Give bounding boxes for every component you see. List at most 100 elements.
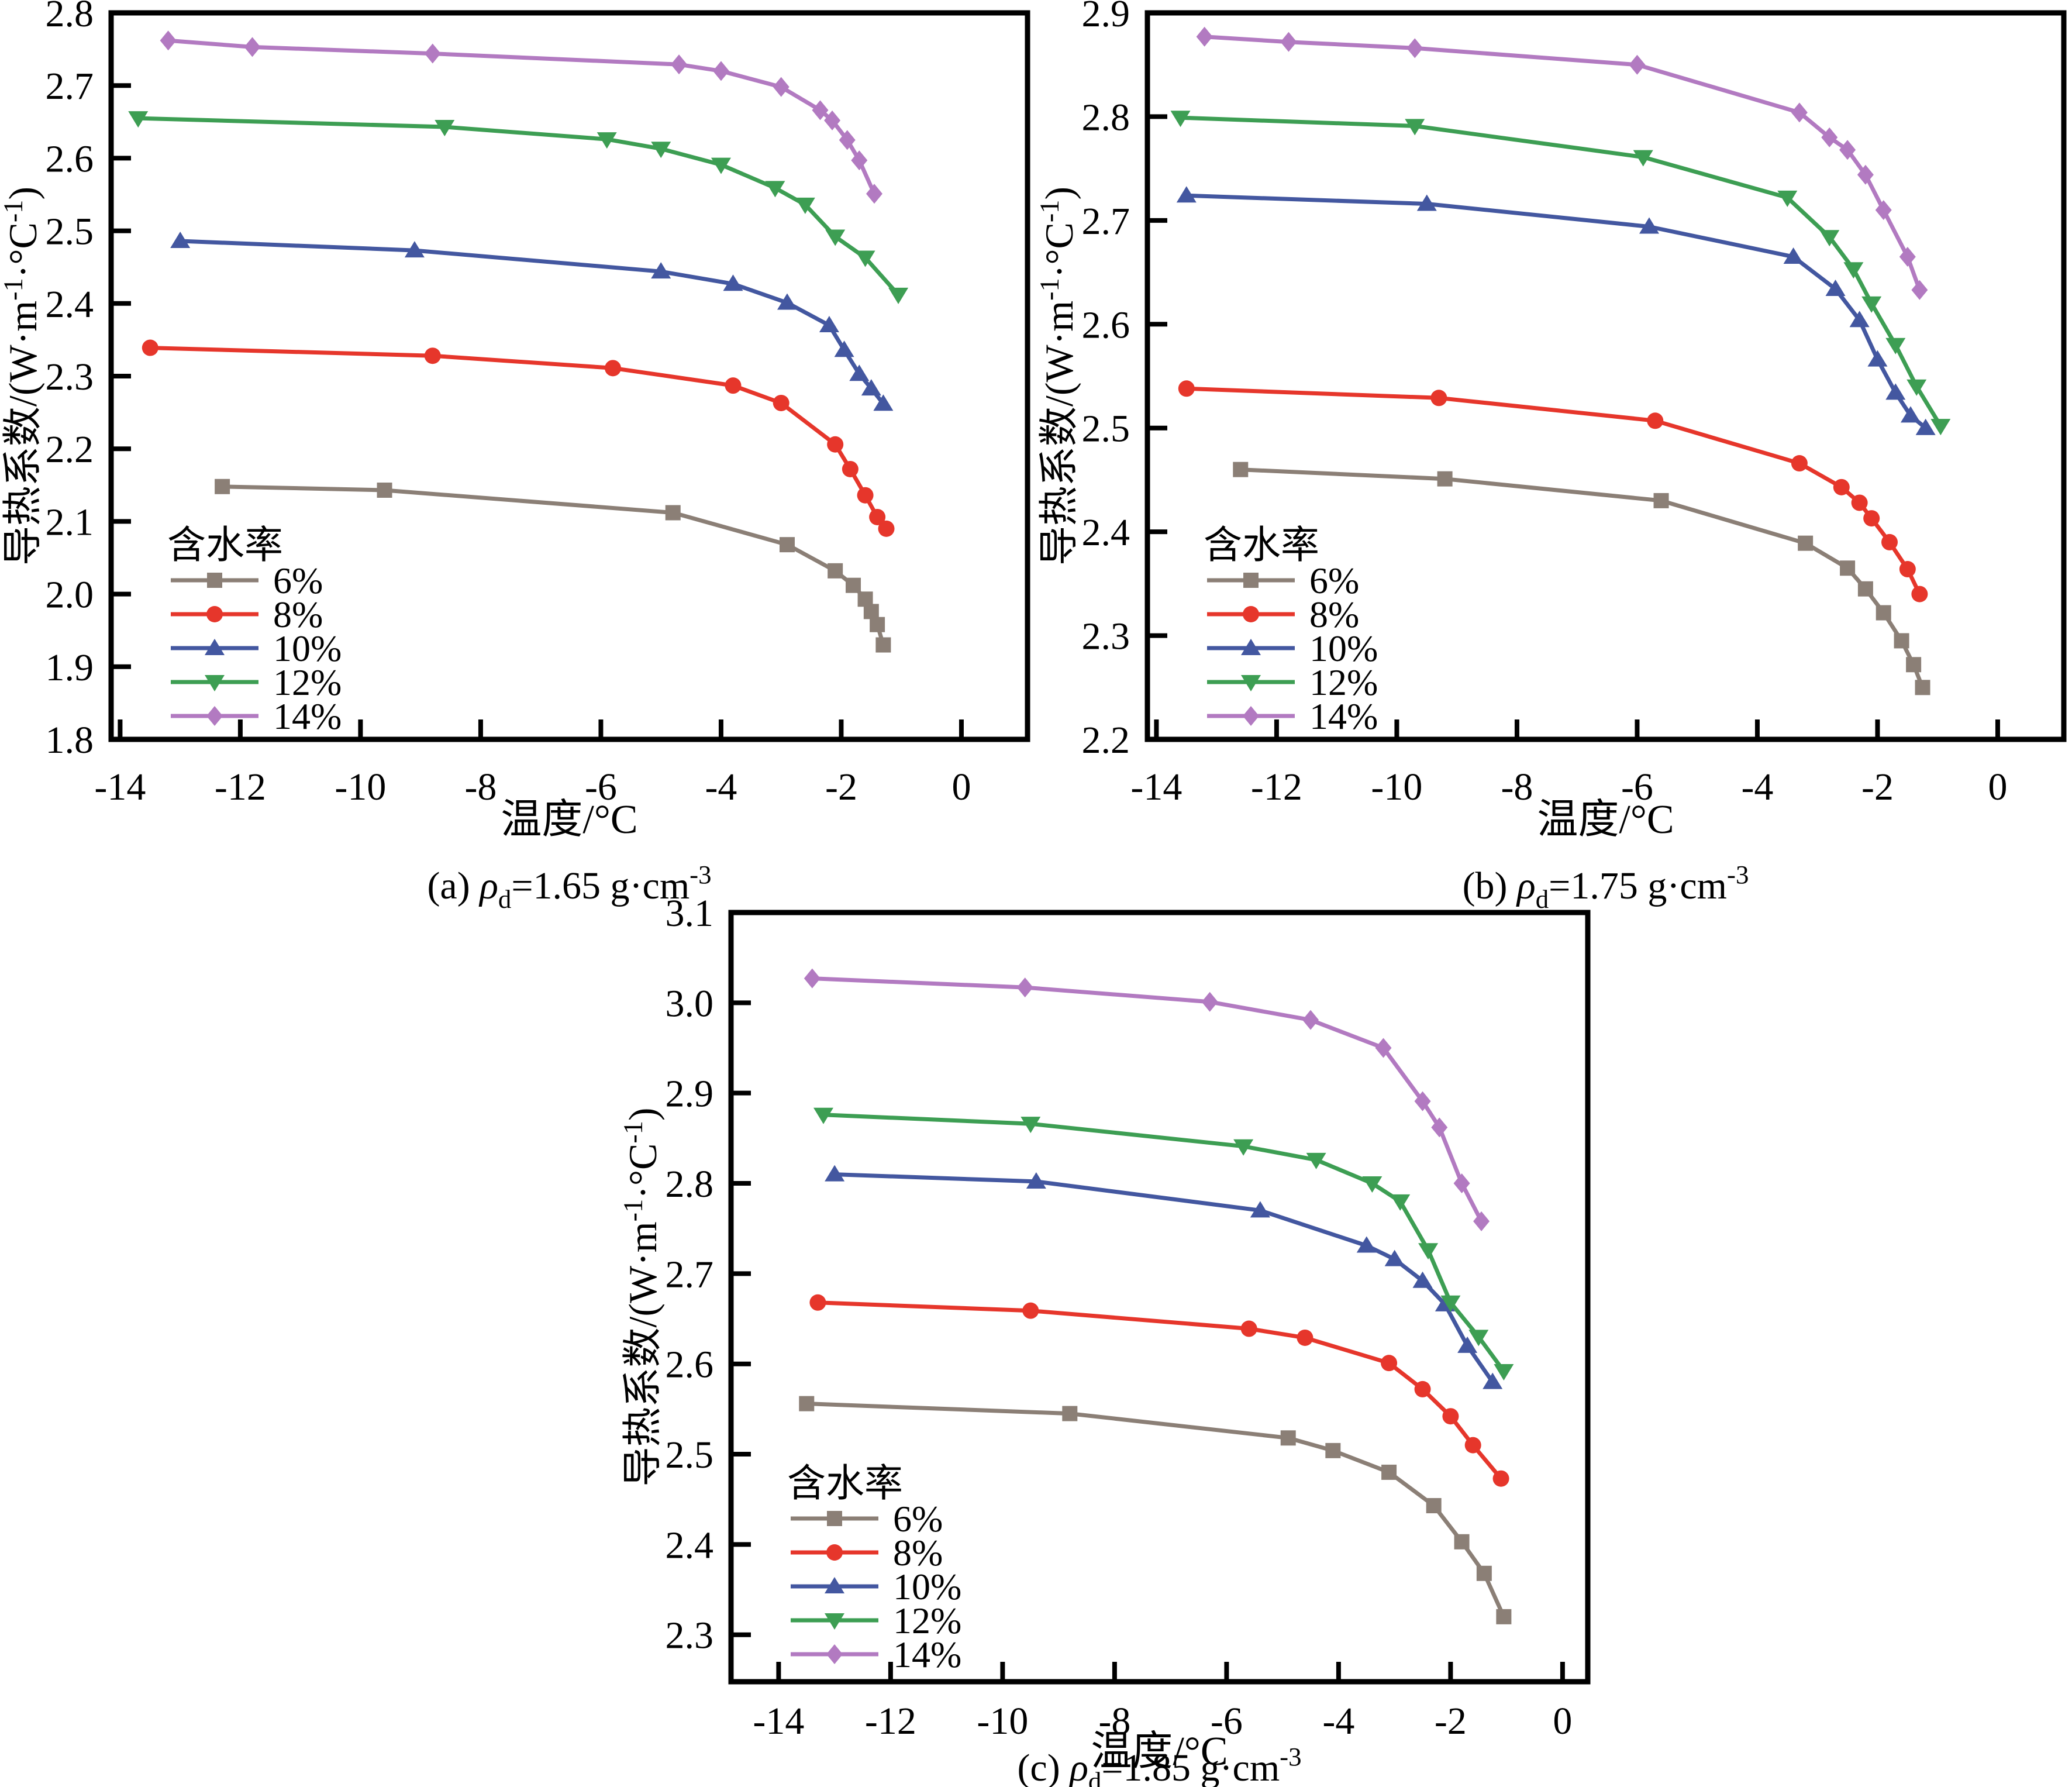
y-tick-label: 2.3 — [666, 1614, 714, 1657]
y-axis-title: 导热系数/(W·m-1·°C-1) — [0, 187, 45, 566]
data-point-10%-marker — [1176, 186, 1197, 203]
series-line-8% — [815, 1300, 1504, 1481]
series-12% — [1170, 111, 1951, 436]
y-tick-label: 2.4 — [666, 1524, 714, 1566]
y-axis-title: 导热系数/(W·m-1·°C-1) — [1035, 187, 1081, 566]
legend-label-10%: 10% — [893, 1566, 961, 1607]
x-tick-label: -2 — [1435, 1700, 1467, 1743]
legend-marker-10% — [825, 1577, 844, 1593]
series-line-10% — [178, 239, 885, 406]
x-tick-label: -2 — [825, 766, 857, 808]
y-tick-label: 2.8 — [46, 0, 94, 35]
data-point-10%-marker — [1356, 1236, 1377, 1253]
data-point-10%-marker — [404, 241, 425, 258]
data-point-6%-marker — [1476, 1565, 1492, 1581]
legend-label-14%: 14% — [273, 695, 342, 737]
data-point-10%-marker — [1416, 194, 1437, 211]
data-point-10%-marker — [1457, 1336, 1478, 1353]
data-point-8%-marker — [1851, 494, 1868, 511]
data-point-14%-marker — [773, 77, 790, 97]
x-axis-title: 温度/°C — [1091, 1729, 1228, 1774]
data-point-14%-marker — [1473, 1211, 1490, 1231]
chart-a-x-axis: -14 -12 -10 -8 -6 -4 -2 0 温度/°C — [94, 719, 971, 842]
data-point-10%-marker — [1483, 1372, 1503, 1389]
legend-label-12%: 12% — [893, 1600, 961, 1641]
y-tick-label: 2.1 — [46, 501, 94, 543]
y-tick-label: 2.5 — [46, 211, 94, 253]
data-point-10%-marker — [1915, 418, 1936, 435]
legend-label-14%: 14% — [893, 1634, 961, 1675]
data-point-14%-marker — [1406, 38, 1423, 58]
data-point-14%-marker — [1791, 102, 1808, 123]
x-tick-label: -8 — [1098, 1700, 1130, 1743]
chart-c-x-axis: -14 -12 -10 -8 -6 -4 -2 0 温度/°C — [753, 1662, 1572, 1774]
data-point-12%-marker — [1494, 1364, 1514, 1381]
data-point-8%-marker — [1297, 1329, 1313, 1346]
data-point-6%-marker — [828, 563, 843, 579]
series-12% — [128, 111, 909, 304]
series-6% — [1233, 462, 1930, 695]
legend-marker-14% — [206, 706, 223, 726]
x-tick-label: -14 — [1130, 766, 1182, 808]
data-point-12%-marker — [795, 197, 815, 214]
x-tick-label: -10 — [1371, 766, 1422, 808]
y-tick-label: 2.8 — [666, 1163, 714, 1206]
legend-label-8%: 8% — [273, 594, 323, 635]
x-tick-label: 0 — [1553, 1700, 1572, 1743]
data-point-10%-marker — [1639, 217, 1659, 234]
data-point-8%-marker — [1414, 1380, 1431, 1397]
y-axis-title: 导热系数/(W·m-1·°C-1) — [619, 1107, 665, 1486]
legend-marker-6% — [827, 1511, 842, 1526]
data-point-14%-marker — [1875, 200, 1892, 221]
data-point-12%-marker — [1021, 1117, 1041, 1134]
data-point-8%-marker — [1833, 478, 1850, 495]
data-point-8%-marker — [1464, 1437, 1481, 1454]
chart-c-caption: (c) ρd=1.85 g·cm-3 — [1017, 1742, 1301, 1787]
y-tick-label: 2.6 — [46, 137, 94, 180]
data-point-8%-marker — [878, 520, 895, 537]
data-point-6%-marker — [1840, 560, 1856, 576]
series-10% — [170, 231, 894, 411]
data-point-6%-marker — [1381, 1464, 1397, 1480]
data-point-10%-marker — [1867, 350, 1888, 367]
y-tick-label: 2.6 — [666, 1344, 714, 1386]
data-point-12%-marker — [1405, 119, 1425, 136]
legend-label-12%: 12% — [1309, 662, 1378, 703]
data-point-8%-marker — [857, 487, 874, 504]
data-point-8%-marker — [1881, 533, 1898, 550]
data-point-8%-marker — [1492, 1470, 1509, 1487]
data-point-10%-marker — [861, 379, 881, 396]
x-axis-title: 温度/°C — [1537, 797, 1674, 842]
data-point-8%-marker — [142, 339, 158, 356]
data-point-6%-marker — [863, 604, 879, 619]
x-tick-label: -10 — [977, 1700, 1028, 1743]
series-line-6% — [1238, 467, 1925, 690]
chart-b: -14 -12 -10 -8 -6 -4 -2 0温度/°C2.22.32.42.52.62.… — [1035, 0, 2067, 914]
legend-label-12%: 12% — [273, 662, 342, 703]
legend-marker-8% — [206, 606, 223, 622]
data-point-8%-marker — [1442, 1408, 1459, 1425]
data-point-14%-marker — [424, 43, 441, 64]
series-6% — [215, 478, 891, 653]
data-point-12%-marker — [1306, 1152, 1326, 1169]
y-tick-label: 2.5 — [1082, 408, 1130, 450]
data-point-8%-marker — [1240, 1320, 1257, 1337]
data-point-12%-marker — [651, 142, 671, 159]
legend-label-6%: 6% — [1309, 560, 1359, 601]
legend-marker-12% — [205, 675, 225, 691]
series-14% — [160, 30, 882, 204]
data-point-14%-marker — [812, 100, 829, 120]
series-line-14% — [166, 38, 877, 196]
y-tick-label: 1.9 — [46, 646, 94, 689]
data-point-6%-marker — [1437, 471, 1453, 487]
chart-b-caption: (b) ρd=1.75 g·cm-3 — [1463, 860, 1749, 914]
data-point-8%-marker — [1647, 412, 1664, 429]
data-point-6%-marker — [846, 577, 861, 593]
data-point-14%-marker — [1375, 1038, 1392, 1058]
data-point-8%-marker — [773, 394, 790, 411]
chart-b-plot-border — [1144, 10, 2067, 742]
data-point-8%-marker — [1863, 510, 1880, 527]
data-point-12%-marker — [825, 229, 846, 246]
x-tick-label: -4 — [1322, 1700, 1354, 1743]
